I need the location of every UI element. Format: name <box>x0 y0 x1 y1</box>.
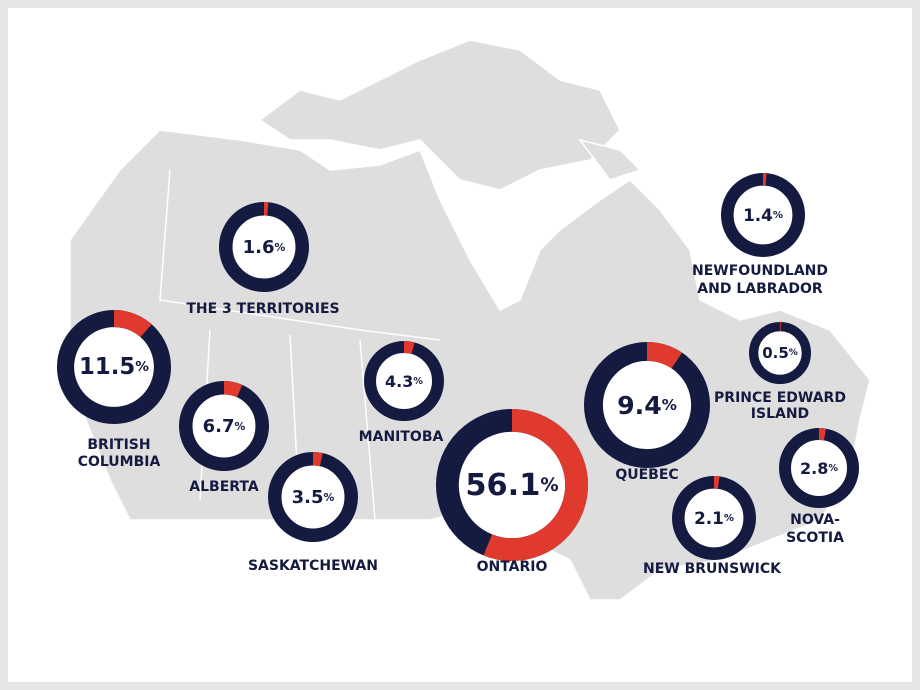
share-arc <box>179 381 269 471</box>
value-number: 1.6 <box>243 237 275 258</box>
region-name: PRINCE EDWARD <box>714 390 846 406</box>
region-name: SASKATCHEWAN <box>248 558 378 574</box>
value-number: 11.5 <box>79 354 135 380</box>
value-number: 2.1 <box>694 508 724 528</box>
region-name: ALBERTA <box>189 479 259 495</box>
share-value: 9.4% <box>617 391 677 420</box>
region-donut: 2.1% NEW BRUNSWICK <box>643 475 782 577</box>
value-number: 9.4 <box>617 391 662 420</box>
region-donut: 1.4% NEWFOUNDLAND AND LABRADOR <box>692 173 828 297</box>
region-name: MANITOBA <box>359 429 444 445</box>
ring <box>720 173 805 258</box>
share-arc <box>584 341 711 468</box>
share-value: 2.1% <box>694 508 734 528</box>
share-value: 11.5% <box>79 354 149 380</box>
share-value: 56.1% <box>465 468 558 503</box>
share-arc <box>779 428 859 508</box>
region-donut: 9.4% QUEBEC <box>584 341 711 483</box>
region-name: BRITISH <box>87 437 150 453</box>
share-arc <box>364 341 444 421</box>
share-arc <box>56 309 171 424</box>
region-donut: 1.6% THE 3 TERRITORIES <box>186 202 340 317</box>
share-value: 0.5% <box>762 344 798 362</box>
value-unit: % <box>773 210 783 221</box>
region-name: SCOTIA <box>786 530 844 546</box>
value-unit: % <box>724 513 734 524</box>
value-unit: % <box>275 241 286 254</box>
value-unit: % <box>135 359 149 375</box>
value-number: 1.4 <box>743 205 773 225</box>
share-arc <box>435 409 588 562</box>
region-name: AND LABRADOR <box>697 281 823 297</box>
region-name: THE 3 TERRITORIES <box>186 301 339 317</box>
value-unit: % <box>662 396 677 414</box>
share-arc <box>671 476 756 561</box>
share-arc <box>748 321 811 384</box>
value-unit: % <box>540 475 558 496</box>
value-unit: % <box>413 376 423 387</box>
region-name: QUEBEC <box>615 467 678 483</box>
share-value: 6.7% <box>203 416 246 437</box>
value-number: 3.5 <box>292 487 324 508</box>
region-donut: 4.3% MANITOBA <box>359 341 444 445</box>
value-number: 4.3 <box>385 372 413 391</box>
region-name: NOVA- <box>790 512 840 528</box>
value-number: 2.8 <box>800 459 828 478</box>
value-unit: % <box>789 348 798 358</box>
region-name: NEWFOUNDLAND <box>692 263 828 279</box>
value-unit: % <box>235 420 246 433</box>
share-value: 1.6% <box>243 237 286 258</box>
region-name: COLUMBIA <box>78 454 161 470</box>
value-number: 56.1 <box>465 468 540 503</box>
region-donut: 3.5% SASKATCHEWAN <box>248 452 378 574</box>
region-name: ISLAND <box>751 406 809 422</box>
share-arc <box>721 173 806 258</box>
region-donut: 56.1% ONTARIO <box>435 408 588 575</box>
share-value: 1.4% <box>743 205 783 225</box>
region-donut: 6.7% ALBERTA <box>179 381 269 495</box>
value-unit: % <box>324 491 335 504</box>
share-value: 2.8% <box>800 459 838 478</box>
share-arc <box>219 202 309 292</box>
region-name: NEW BRUNSWICK <box>643 561 782 577</box>
region-name: ONTARIO <box>477 559 548 575</box>
value-unit: % <box>828 463 838 474</box>
value-number: 6.7 <box>203 416 235 437</box>
share-value: 3.5% <box>292 487 335 508</box>
share-arc <box>268 452 358 542</box>
share-value: 4.3% <box>385 372 423 391</box>
value-number: 0.5 <box>762 344 789 362</box>
region-donut: 2.8% NOVA- SCOTIA <box>779 428 859 546</box>
